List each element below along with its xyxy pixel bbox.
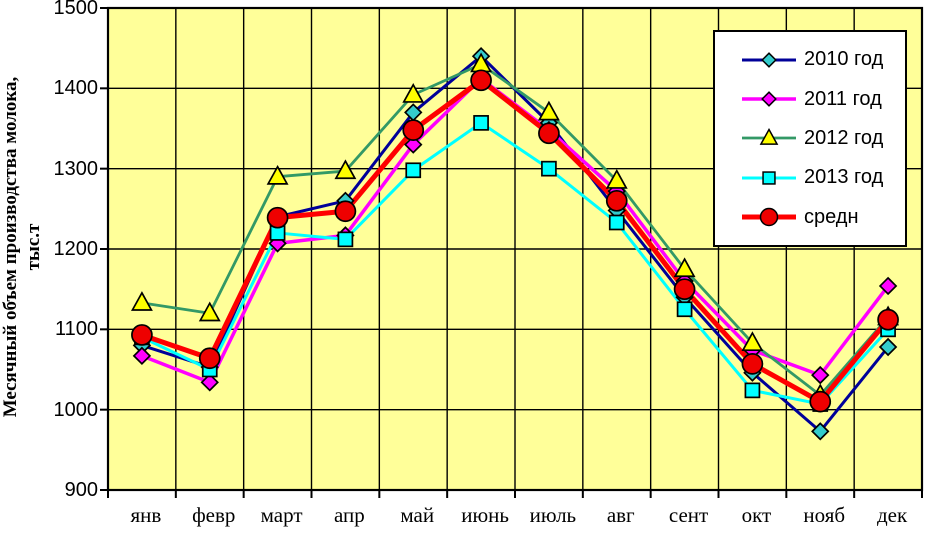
- y-tick-label: 1400: [53, 77, 99, 100]
- marker-square-series-4: [473, 115, 489, 131]
- marker-triangle-series-3: [741, 331, 764, 352]
- y-tick-label: 1300: [53, 157, 99, 180]
- marker-triangle-series-3: [537, 100, 560, 121]
- marker-circle-series-5: [809, 390, 832, 413]
- x-tick-label-авг: авг: [606, 503, 635, 527]
- plot-border: [106, 6, 924, 492]
- legend-item-2011-год: 2011 год: [741, 88, 901, 111]
- marker-square-series-4: [744, 382, 761, 399]
- legend-item-2013-год: 2013 год: [741, 166, 901, 189]
- legend-label: 2010 год: [804, 48, 884, 71]
- marker-circle-series-5: [673, 278, 696, 301]
- marker-diamond-series-2: [200, 373, 219, 392]
- series-line-3: [140, 62, 890, 397]
- marker-triangle-series-3: [198, 301, 221, 322]
- legend-triangle-swatch-icon: [742, 128, 796, 146]
- marker-square-series-4: [337, 231, 354, 248]
- marker-circle-series-5: [334, 200, 357, 223]
- legend-label: средн: [804, 205, 859, 228]
- series-line-4: [140, 121, 890, 406]
- marker-diamond-series-2: [404, 135, 423, 154]
- marker-circle-series-5: [741, 353, 764, 375]
- y-tick-label: 900: [64, 479, 98, 501]
- x-tick-label-окт: окт: [741, 503, 772, 527]
- legend-label: 2011 год: [804, 87, 882, 110]
- legend-item-средн: средн: [741, 206, 901, 229]
- marker-triangle-series-3: [402, 83, 425, 103]
- marker-circle-series-5: [198, 347, 221, 370]
- marker-square-series-4: [541, 160, 557, 177]
- marker-circle-series-5: [538, 122, 560, 145]
- marker-circle-series-5: [266, 206, 289, 229]
- x-tick-label-апр: апр: [334, 503, 365, 527]
- x-tick-label-дек: дек: [876, 503, 908, 527]
- marker-circle-series-5: [605, 189, 628, 212]
- legend: 2010 год 2011 год 2012 год 2013 год средн: [713, 30, 907, 247]
- legend-diamond-swatch-icon: [742, 91, 796, 107]
- marker-triangle-series-3: [266, 164, 289, 185]
- marker-diamond-series-2: [811, 365, 830, 385]
- legend-label: 2012 год: [804, 126, 884, 149]
- x-tick-label-май: май: [400, 503, 435, 527]
- x-tick-label-июль: июль: [529, 503, 577, 527]
- legend-circle-swatch-icon: [742, 208, 796, 227]
- x-tick-label-нояб: нояб: [803, 503, 846, 527]
- marker-diamond-series-2: [878, 276, 898, 296]
- x-tick-label-март: март: [260, 503, 303, 527]
- y-tick-label: 1100: [54, 318, 98, 341]
- marker-triangle-series-3: [334, 159, 357, 180]
- legend-item-2012-год: 2012 год: [741, 127, 901, 150]
- marker-circle-series-5: [877, 308, 899, 331]
- marker-diamond-series-1: [811, 422, 830, 441]
- x-tick-label-февр: февр: [192, 503, 236, 527]
- x-tick-label-июнь: июнь: [461, 503, 509, 527]
- marker-triangle-series-3: [605, 168, 628, 189]
- marker-diamond-series-1: [878, 337, 898, 357]
- x-tick-label-янв: янв: [130, 503, 162, 527]
- legend-diamond-swatch-icon: [742, 51, 796, 68]
- legend-label: 2013 год: [804, 166, 884, 189]
- marker-square-series-4: [405, 162, 422, 179]
- marker-circle-series-5: [470, 69, 492, 92]
- y-tick-label: 1200: [53, 238, 99, 260]
- series-line-5: [139, 77, 891, 405]
- x-tick-label-сент: сент: [668, 503, 709, 527]
- marker-circle-series-5: [402, 119, 425, 141]
- y-tick-label: 1500: [53, 0, 99, 19]
- marker-square-series-4: [676, 301, 693, 318]
- marker-triangle-series-3: [130, 291, 153, 311]
- marker-circle-series-5: [131, 324, 153, 346]
- legend-square-swatch-icon: [742, 171, 796, 185]
- y-tick-label: 1000: [53, 398, 99, 421]
- marker-diamond-series-2: [132, 346, 152, 366]
- legend-item-2010-год: 2010 год: [741, 48, 901, 71]
- y-axis-title-line1: Месячный объем производства молока,: [0, 76, 21, 418]
- marker-square-series-4: [608, 214, 625, 231]
- marker-triangle-series-3: [673, 257, 696, 278]
